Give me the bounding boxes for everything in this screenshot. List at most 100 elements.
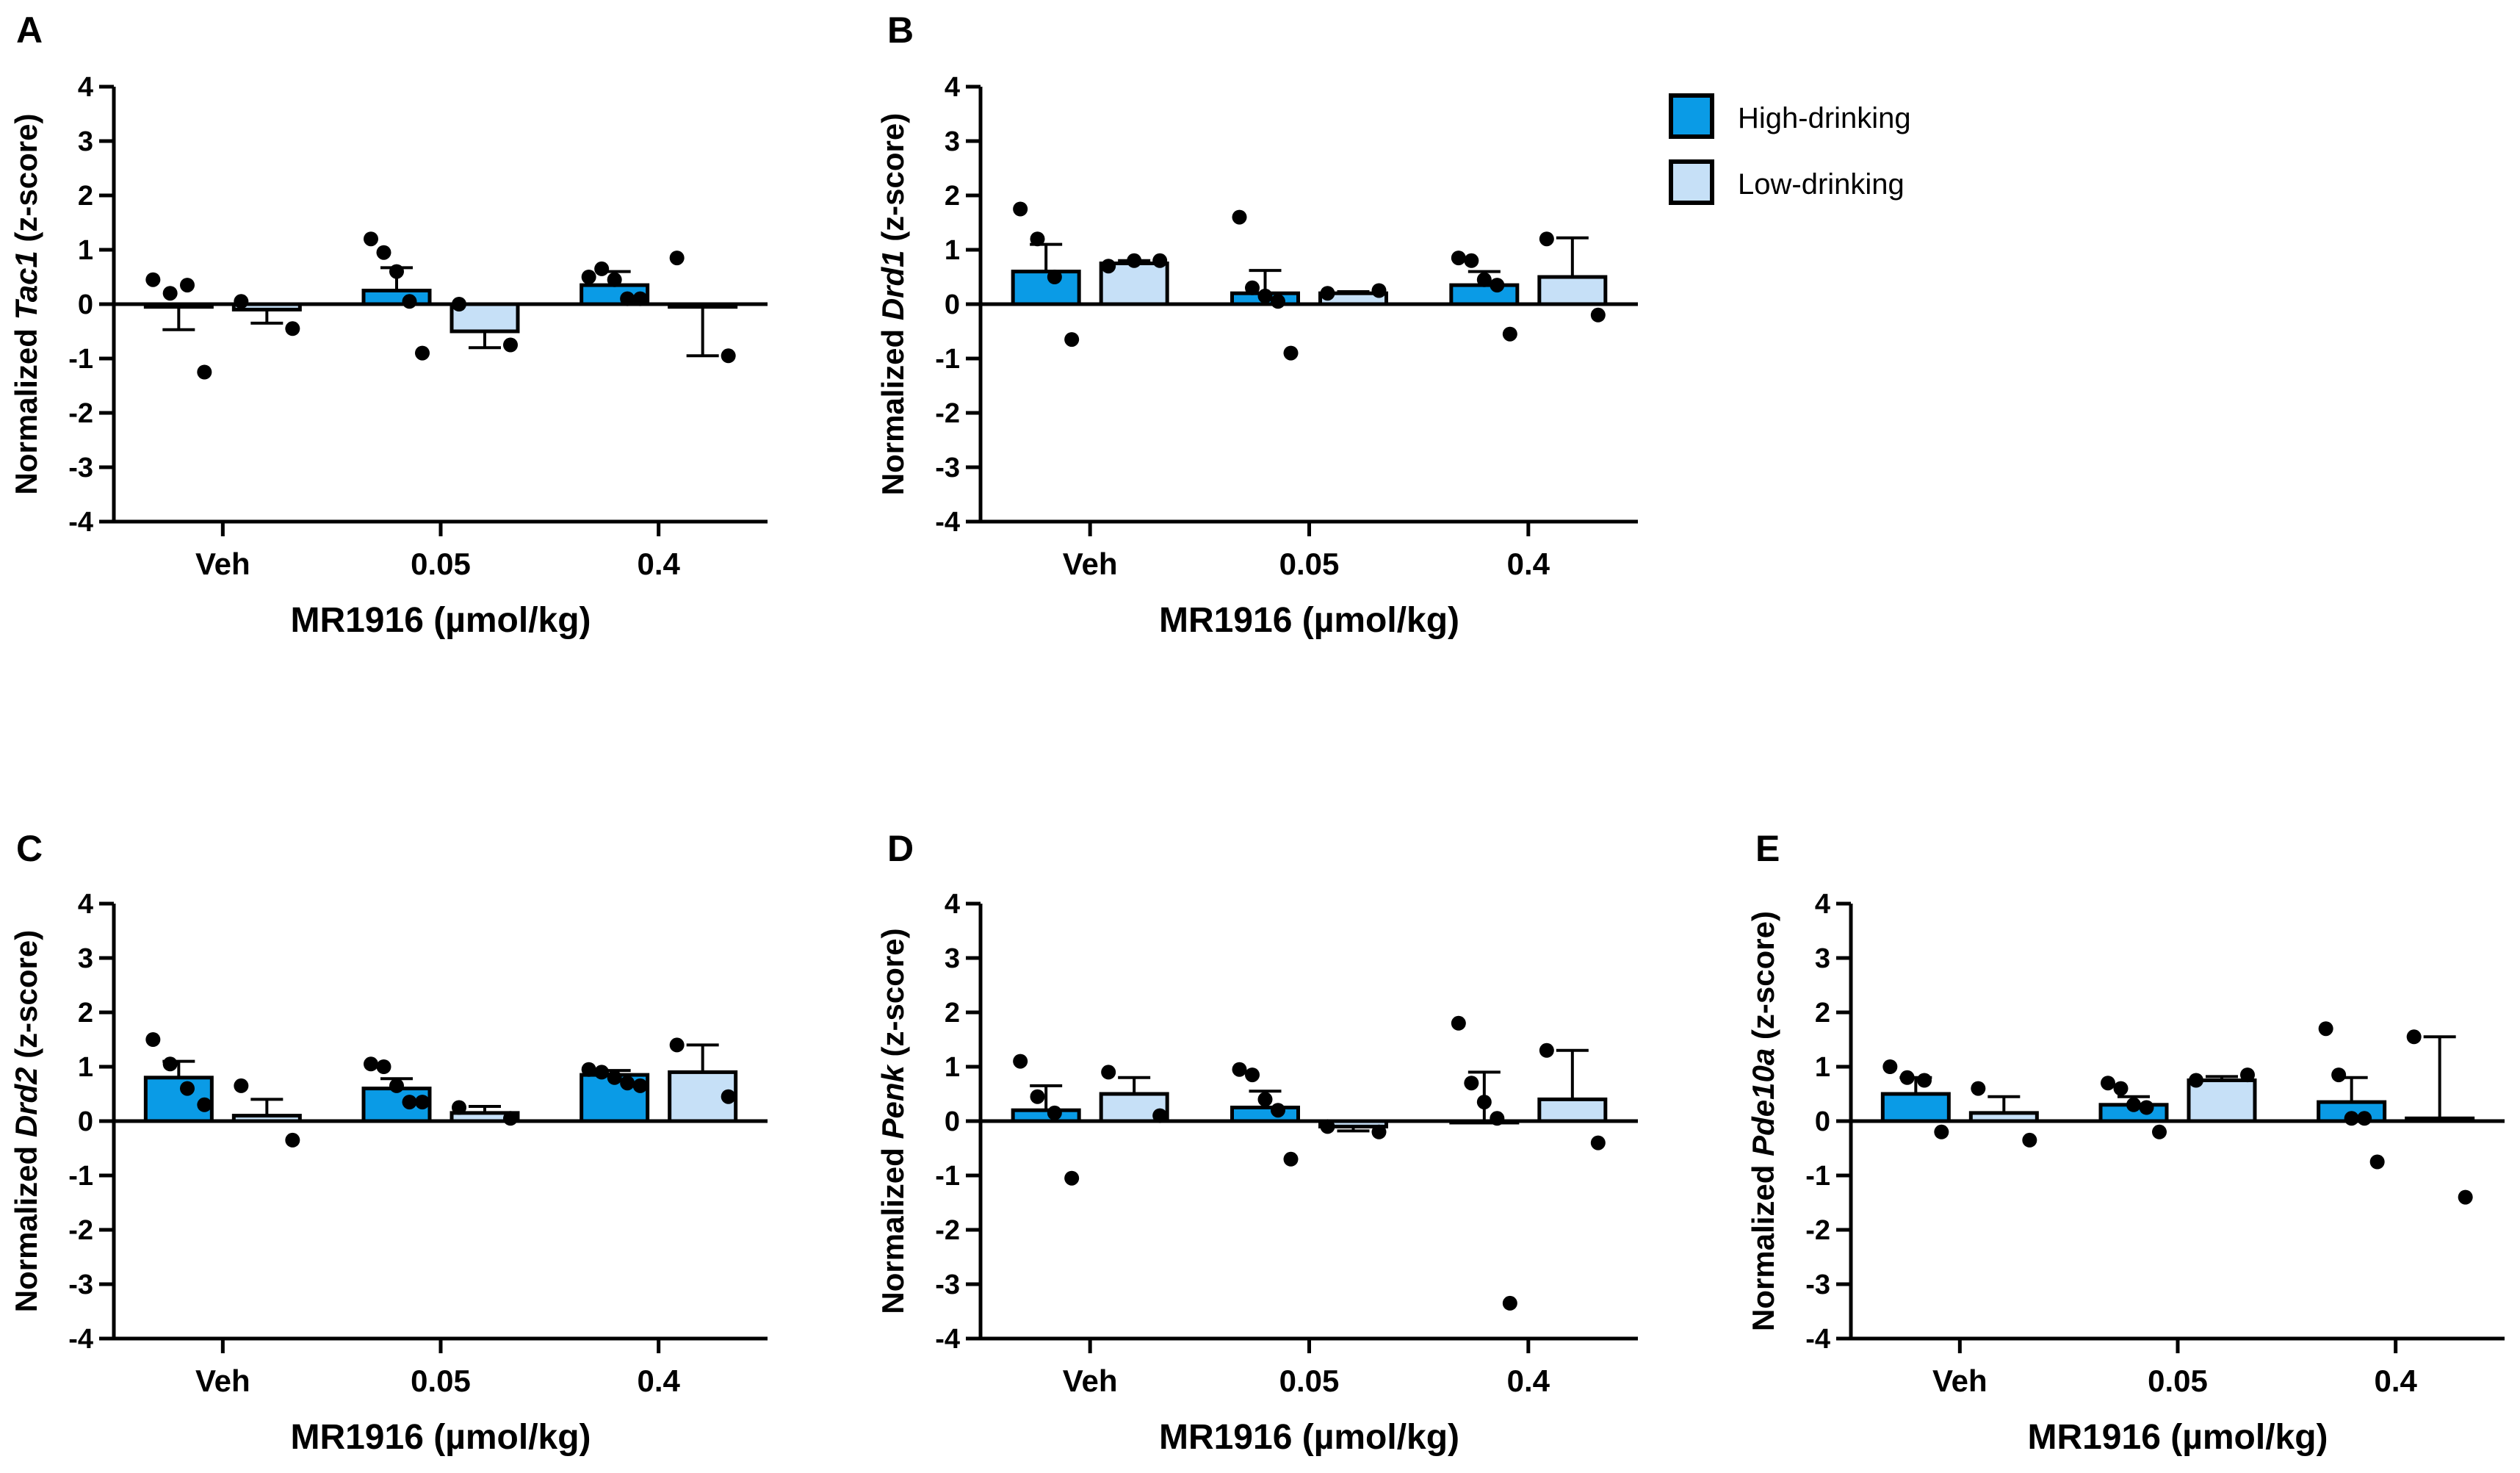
data-point (1283, 1151, 1299, 1167)
data-point (145, 272, 161, 287)
data-point (2152, 1124, 2167, 1139)
bar-high-drinking-1 (1230, 1106, 1300, 1123)
y-tick-label: -4 (68, 507, 93, 538)
data-point (2369, 1154, 2385, 1170)
y-tick-label: 4 (1815, 889, 1830, 920)
y-axis-label: Normalized Tac1 (z-score) (9, 114, 43, 495)
panel-b: B4 3 2 1 0 -1 -2 -3 -4 Veh 0.05 0.4 MR1916 (µmol/kg)… (875, 10, 1638, 640)
data-point (2240, 1067, 2255, 1083)
data-point (162, 286, 178, 301)
data-point (1271, 1103, 1285, 1118)
y-tick-label: 1 (78, 235, 93, 266)
y-axis-label-gene: Drd2 (9, 1067, 43, 1137)
bar-high-drinking-0 (1011, 270, 1081, 306)
data-point (197, 1097, 212, 1112)
y-tick-label: -2 (935, 1215, 960, 1246)
y-axis-label-prefix: Normalized (9, 1137, 43, 1312)
y-tick-label: 0 (78, 289, 93, 320)
data-point (632, 1078, 648, 1093)
data-point (1232, 1062, 1247, 1077)
x-tick-label: 0.4 (637, 547, 680, 581)
y-tick-label: 2 (945, 181, 960, 212)
data-point (1232, 209, 1247, 225)
data-point (503, 337, 518, 353)
data-point (1257, 288, 1273, 303)
y-axis-label-suffix: (z-score) (9, 114, 43, 251)
x-tick-label: 0.4 (1507, 1364, 1550, 1398)
data-point (402, 294, 417, 309)
data-point (669, 1037, 685, 1053)
y-tick-label: 0 (78, 1106, 93, 1137)
y-tick-label: -3 (935, 453, 960, 483)
data-point (607, 1070, 622, 1085)
panel-c: C 4 3 2 1 0 -1 -2 -3 -4 Veh 0.05 0.4 MR1916 (µmol/kg)… (9, 828, 768, 1457)
data-point (581, 1062, 596, 1077)
y-tick-label: -3 (1805, 1269, 1830, 1300)
data-point (1320, 286, 1335, 301)
y-tick-label: -3 (68, 1269, 93, 1300)
y-tick-label: -4 (935, 507, 960, 538)
y-tick-label: 1 (78, 1052, 93, 1083)
y-tick-label: 3 (945, 943, 960, 974)
y-tick-label: 1 (1815, 1052, 1830, 1083)
data-point (2189, 1073, 2203, 1088)
bar-low-drinking-2 (1537, 275, 1608, 306)
x-axis-label: MR1916 (µmol/kg) (290, 601, 591, 640)
data-point (2357, 1111, 2372, 1126)
x-axis-label: MR1916 (µmol/kg) (1159, 1418, 1459, 1457)
data-point (2022, 1132, 2037, 1148)
y-tick-label: -1 (935, 1161, 960, 1192)
y-axis-label: Normalized Drd2 (z-score) (9, 930, 43, 1312)
data-point (1502, 326, 1517, 342)
data-point (1590, 1135, 1606, 1150)
data-point (1490, 278, 1505, 293)
data-point (1464, 253, 1479, 268)
data-point (1464, 1076, 1479, 1091)
y-tick-label: 2 (1815, 998, 1830, 1029)
y-tick-label: 3 (78, 943, 93, 974)
data-point (1064, 1170, 1080, 1186)
y-tick-label: -2 (68, 398, 93, 429)
legend-swatch-1 (1669, 159, 1714, 205)
panel-letter: A (16, 10, 43, 51)
y-axis-label-prefix: Normalized (875, 1139, 910, 1314)
legend: High-drinking Low-drinking (1669, 93, 1911, 205)
y-axis-label-suffix: (z-score) (1746, 911, 1780, 1048)
data-point (1371, 283, 1387, 298)
panel-letter: E (1755, 828, 1780, 869)
data-point (364, 1056, 378, 1072)
panel-letter: D (887, 828, 914, 869)
y-tick-label: 0 (945, 1106, 960, 1137)
data-point (620, 1076, 635, 1091)
x-tick-label: 0.4 (2374, 1364, 2417, 1398)
bar-high-drinking-1 (361, 289, 432, 306)
data-point (234, 294, 249, 309)
y-tick-label: -4 (935, 1324, 960, 1355)
y-tick-label: 2 (945, 998, 960, 1029)
y-tick-label: 2 (78, 998, 93, 1029)
data-point (2113, 1081, 2129, 1096)
data-point (2126, 1097, 2141, 1112)
y-tick-label: -1 (68, 1161, 93, 1192)
data-point (197, 364, 212, 380)
y-axis-label-prefix: Normalized (9, 320, 43, 494)
y-axis-label-suffix: (z-score) (875, 113, 910, 251)
y-tick-label: -2 (935, 398, 960, 429)
data-point (607, 272, 622, 287)
x-tick-label: Veh (1932, 1364, 1988, 1398)
data-point (1502, 1295, 1517, 1311)
bar-high-drinking-2 (1449, 283, 1520, 306)
x-axis-label: MR1916 (µmol/kg) (290, 1418, 591, 1457)
data-point (1476, 1095, 1492, 1110)
x-tick-label: 0.4 (1507, 547, 1550, 581)
y-tick-label: 3 (78, 126, 93, 157)
data-point (402, 1095, 417, 1110)
y-axis-label-suffix: (z-score) (9, 930, 43, 1067)
x-tick-label: 0.05 (411, 547, 471, 581)
data-point (285, 321, 300, 336)
y-axis-label-suffix: (z-score) (875, 928, 910, 1065)
data-point (721, 1089, 736, 1104)
y-tick-label: -4 (68, 1324, 93, 1355)
data-point (594, 1065, 610, 1080)
data-point (669, 251, 685, 266)
